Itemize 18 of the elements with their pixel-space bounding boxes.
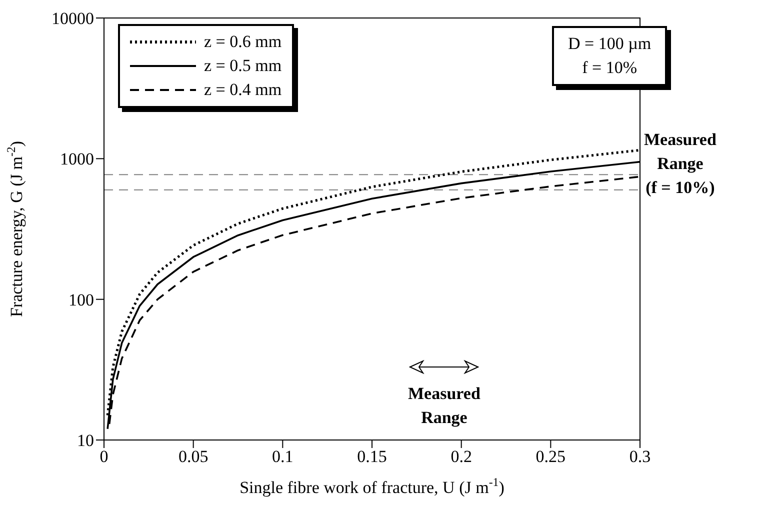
legend-label: z = 0.4 mm [204, 80, 282, 100]
x-axis-title: Single fibre work of fracture, U (J m$^{-1}$) [240, 475, 504, 497]
y-tick-label: 10000 [52, 9, 94, 28]
x-tick-label: 0.1 [272, 447, 294, 466]
x-tick-label: 0.3 [629, 447, 651, 466]
annotation: Measured Range [408, 383, 480, 429]
text: Measured Range (f = 10%) [644, 129, 716, 199]
legend-label: z = 0.6 mm [204, 32, 282, 52]
x-tick-label: 0 [100, 447, 108, 466]
x-tick-label: 0.25 [536, 447, 566, 466]
legend-label: z = 0.5 mm [204, 56, 282, 76]
x-tick-label: 0.2 [450, 447, 472, 466]
y-tick-label: 100 [68, 290, 94, 310]
x-tick-label: 0.05 [178, 447, 208, 466]
annotation: D = 100 µm f = 10% [568, 33, 652, 79]
y-tick-label: 10 [77, 431, 94, 450]
y-tick-label: 1000 [60, 150, 94, 169]
x-tick-label: 0.15 [357, 447, 387, 466]
